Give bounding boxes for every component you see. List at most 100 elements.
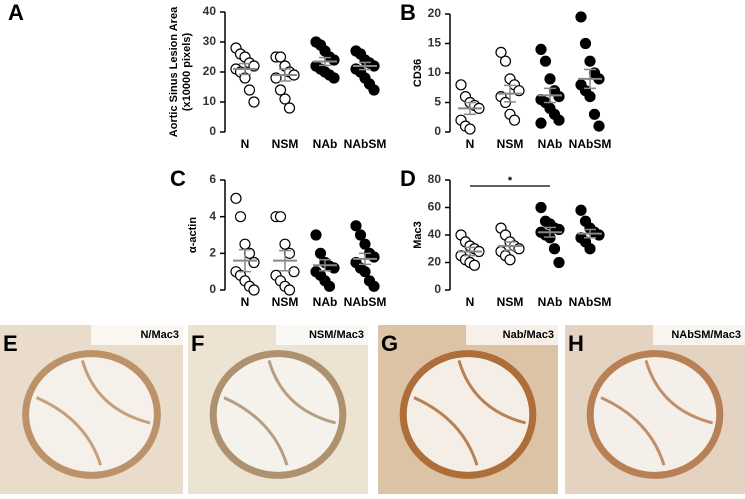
y-tick-label: 15 xyxy=(428,36,442,50)
data-point xyxy=(274,51,287,63)
data-point xyxy=(539,55,552,67)
y-tick-label: 30 xyxy=(203,34,217,48)
histology-image: G Nab/Mac3 xyxy=(378,325,558,494)
data-point xyxy=(468,259,481,271)
vessel-lumen xyxy=(209,350,347,479)
y-tick-label: 10 xyxy=(428,65,442,79)
panel-letter: G xyxy=(381,331,398,356)
data-point xyxy=(504,254,516,266)
vessel-lumen xyxy=(586,350,724,479)
data-point xyxy=(464,123,476,135)
panel-caption: Nab/Mac3 xyxy=(503,329,554,341)
data-point xyxy=(575,204,587,216)
x-tick-label: NAb xyxy=(313,137,338,151)
x-tick-label: NAb xyxy=(538,295,563,309)
data-point xyxy=(328,72,340,84)
data-point xyxy=(359,266,371,278)
valve-leaflet xyxy=(600,360,713,466)
data-point xyxy=(310,229,322,241)
x-tick-label: NSM xyxy=(497,137,524,151)
data-point xyxy=(288,266,300,278)
panel-label: C xyxy=(170,166,186,191)
data-point xyxy=(234,211,247,223)
data-point xyxy=(548,243,561,255)
y-axis-label: α-actin xyxy=(187,217,199,253)
x-tick-label: N xyxy=(241,137,250,151)
significance-label: * xyxy=(508,175,513,187)
y-tick-label: 20 xyxy=(428,6,442,20)
y-tick-label: 20 xyxy=(428,255,442,269)
y-tick-label: 0 xyxy=(434,124,441,138)
data-point xyxy=(279,93,291,105)
y-tick-label: 0 xyxy=(209,282,216,296)
x-tick-label: NSM xyxy=(272,295,299,309)
x-tick-label: N xyxy=(241,295,250,309)
data-point xyxy=(368,84,380,96)
y-tick-label: 4 xyxy=(209,209,216,223)
y-axis-label: Mac3 xyxy=(412,221,424,249)
x-tick-label: N xyxy=(466,137,475,151)
x-tick-label: NAbSM xyxy=(344,295,387,309)
data-point xyxy=(274,211,287,223)
y-axis-label: (x10000 pixels) xyxy=(181,33,193,112)
y-tick-label: 5 xyxy=(434,95,441,109)
data-point xyxy=(584,90,596,103)
y-tick-label: 0 xyxy=(434,282,441,296)
data-point xyxy=(248,256,260,269)
data-point xyxy=(579,37,592,50)
histology-image: F NSM/Mac3 xyxy=(188,325,368,494)
y-tick-label: 80 xyxy=(428,172,442,186)
data-point xyxy=(553,114,565,126)
panel-letter: E xyxy=(3,331,18,356)
histology-image: H NAbSM/Mac3 xyxy=(565,325,745,494)
panel-caption: NAbSM/Mac3 xyxy=(671,329,741,341)
y-axis-label: CD36 xyxy=(412,59,424,87)
x-tick-label: NAbSM xyxy=(569,137,612,151)
panel-letter: F xyxy=(191,331,204,356)
y-axis-label: Aortic Sinus Lesion Area xyxy=(168,6,180,137)
data-point xyxy=(593,229,605,241)
data-point xyxy=(283,102,296,114)
data-point xyxy=(354,229,367,241)
data-point xyxy=(499,55,512,67)
data-point xyxy=(535,43,547,56)
data-point xyxy=(553,90,565,103)
valve-leaflet xyxy=(35,360,151,466)
data-point xyxy=(359,238,371,250)
vessel-lumen xyxy=(399,350,537,479)
data-point xyxy=(575,11,587,23)
y-tick-label: 10 xyxy=(203,94,217,108)
data-point xyxy=(368,280,380,292)
x-tick-label: NSM xyxy=(272,137,299,151)
panel-caption: NSM/Mac3 xyxy=(309,329,364,341)
data-point xyxy=(535,117,547,129)
data-point xyxy=(279,238,291,250)
x-tick-label: N xyxy=(466,295,475,309)
data-point xyxy=(553,256,565,269)
data-point xyxy=(593,120,605,132)
data-point xyxy=(239,238,251,250)
data-point xyxy=(248,284,260,296)
y-tick-label: 40 xyxy=(203,4,217,18)
histology-image: E N/Mac3 xyxy=(0,325,183,494)
data-point xyxy=(274,84,287,96)
valve-leaflet xyxy=(223,360,336,466)
data-point xyxy=(584,55,596,67)
data-point xyxy=(584,243,596,255)
data-point xyxy=(508,114,521,126)
data-point xyxy=(243,84,256,96)
data-point xyxy=(455,79,467,91)
y-tick-label: 0 xyxy=(209,124,216,138)
data-point xyxy=(248,96,260,108)
data-point xyxy=(323,280,336,292)
x-tick-label: NSM xyxy=(497,295,524,309)
panel-label: D xyxy=(400,166,416,191)
y-tick-label: 40 xyxy=(428,227,442,241)
vessel-lumen xyxy=(22,350,161,479)
x-tick-label: NAbSM xyxy=(569,295,612,309)
data-point xyxy=(283,284,296,296)
caption-bg xyxy=(91,325,183,345)
y-tick-label: 60 xyxy=(428,200,442,214)
panel-label: B xyxy=(400,0,416,25)
